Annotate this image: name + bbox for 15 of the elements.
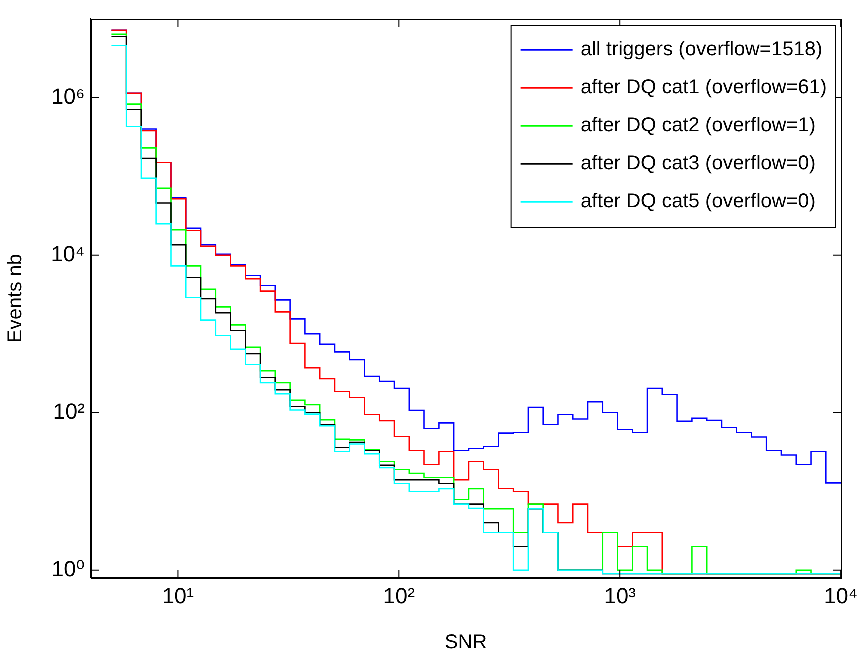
legend-label: after DQ cat2 (overflow=1): [580, 114, 816, 137]
x-tick-label: 10⁴: [824, 583, 858, 608]
y-tick-label: 10⁶: [51, 84, 85, 109]
y-tick-label: 10⁰: [52, 556, 86, 582]
y-tick-label: 10²: [53, 398, 85, 424]
legend-label: after DQ cat1 (overflow=61): [580, 76, 828, 99]
y-tick-label: 10⁴: [51, 241, 85, 266]
x-tick-label: 10¹: [162, 583, 194, 608]
legend-label: after DQ cat3 (overflow=0): [580, 152, 816, 175]
x-axis-title: SNR: [444, 632, 488, 654]
x-tick-label: 10²: [383, 583, 416, 608]
y-axis-title: Events nb: [4, 254, 27, 344]
legend-label: after DQ cat5 (overflow=0): [580, 190, 816, 213]
legend-label: all triggers (overflow=1518): [580, 38, 823, 61]
x-tick-label: 10³: [604, 583, 636, 608]
